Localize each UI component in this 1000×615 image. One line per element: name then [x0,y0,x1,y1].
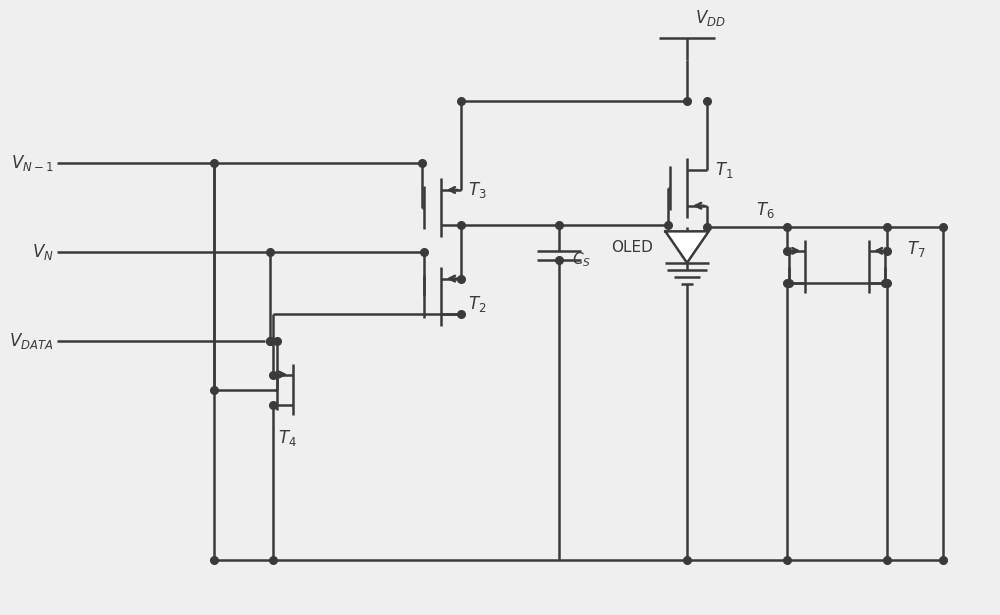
Text: $V_N$: $V_N$ [32,242,54,262]
Text: $V_{DD}$: $V_{DD}$ [695,9,726,28]
Text: $T_4$: $T_4$ [278,428,297,448]
Text: $T_3$: $T_3$ [468,180,487,200]
Text: $V_{DATA}$: $V_{DATA}$ [9,331,54,351]
Text: $T_6$: $T_6$ [756,199,775,220]
Text: OLED: OLED [611,240,653,255]
Text: $T_2$: $T_2$ [468,294,487,314]
Text: $T_7$: $T_7$ [907,239,925,259]
Text: $V_{N-1}$: $V_{N-1}$ [11,153,54,173]
Polygon shape [665,231,709,263]
Text: $T_1$: $T_1$ [715,161,733,180]
Text: $C_S$: $C_S$ [572,250,591,269]
